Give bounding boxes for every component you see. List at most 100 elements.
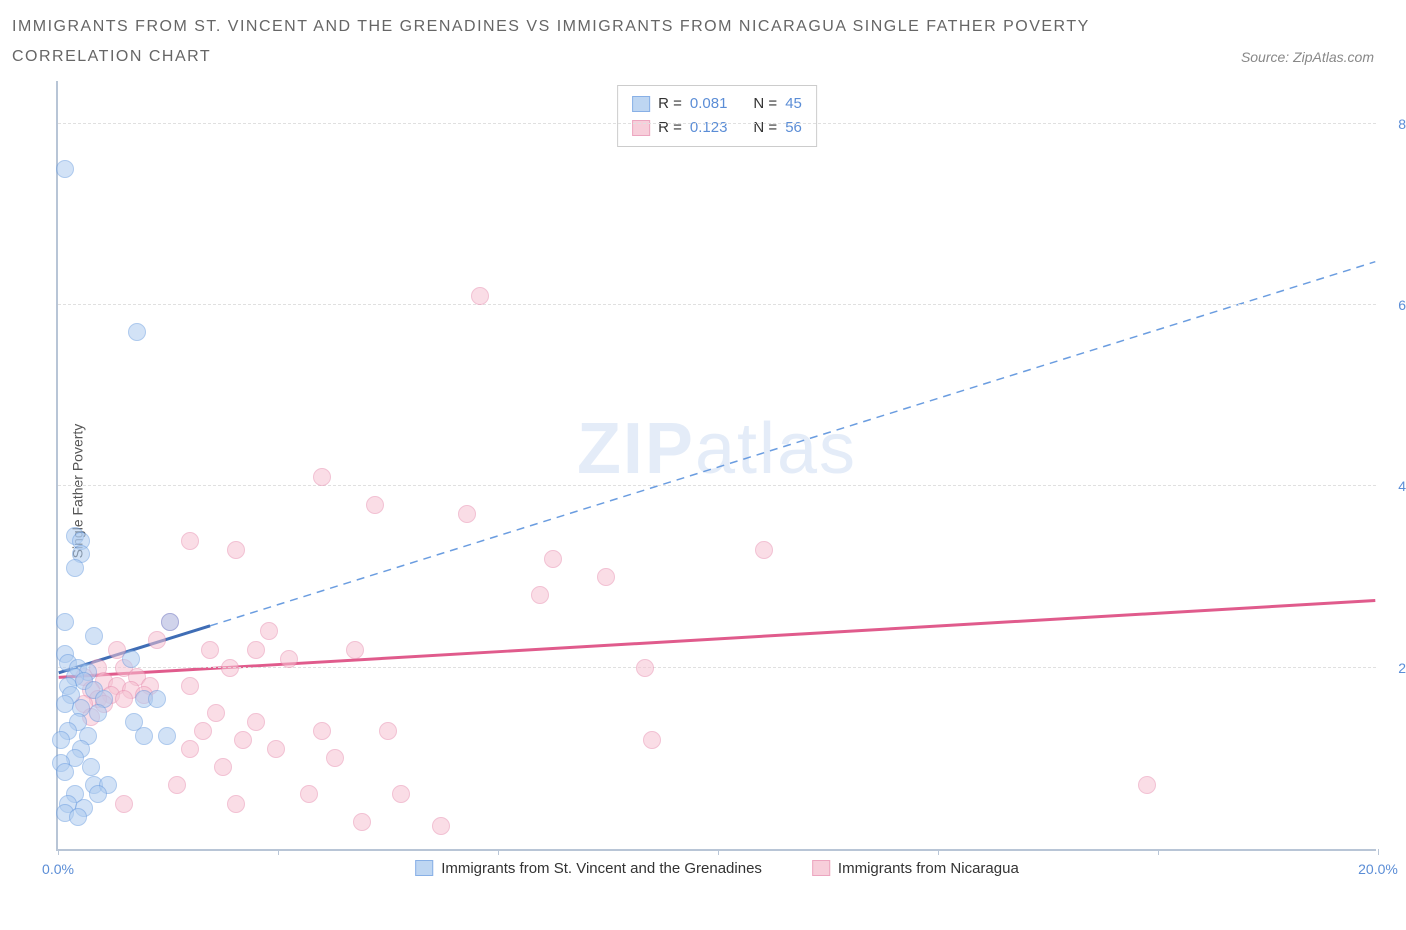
data-point bbox=[458, 505, 476, 523]
trend-lines-svg bbox=[58, 81, 1376, 849]
gridline bbox=[58, 485, 1376, 486]
data-point bbox=[181, 677, 199, 695]
data-point bbox=[56, 695, 74, 713]
data-point bbox=[260, 622, 278, 640]
stat-R-value: 0.081 bbox=[690, 92, 728, 116]
data-point bbox=[115, 690, 133, 708]
data-point bbox=[267, 740, 285, 758]
stat-R-value: 0.123 bbox=[690, 116, 728, 140]
data-point bbox=[313, 722, 331, 740]
x-tick-mark bbox=[718, 849, 719, 855]
data-point bbox=[432, 817, 450, 835]
trend-line bbox=[59, 600, 1376, 677]
x-tick-mark bbox=[498, 849, 499, 855]
data-point bbox=[148, 690, 166, 708]
stat-N-value: 56 bbox=[785, 116, 802, 140]
legend-swatch bbox=[415, 860, 433, 876]
data-point bbox=[755, 541, 773, 559]
data-point bbox=[181, 532, 199, 550]
data-point bbox=[366, 496, 384, 514]
data-point bbox=[122, 650, 140, 668]
watermark-bold: ZIP bbox=[577, 409, 695, 489]
gridline bbox=[58, 667, 1376, 668]
data-point bbox=[234, 731, 252, 749]
data-point bbox=[135, 727, 153, 745]
data-point bbox=[89, 704, 107, 722]
x-tick-mark bbox=[938, 849, 939, 855]
y-tick-label: 80.0% bbox=[1398, 116, 1406, 132]
data-point bbox=[128, 323, 146, 341]
title-line-2: CORRELATION CHART bbox=[12, 42, 1090, 72]
legend-series-item: Immigrants from Nicaragua bbox=[812, 860, 1019, 877]
legend-series: Immigrants from St. Vincent and the Gren… bbox=[415, 860, 1019, 877]
data-point bbox=[1138, 776, 1156, 794]
watermark: ZIPatlas bbox=[577, 408, 857, 490]
data-point bbox=[181, 740, 199, 758]
data-point bbox=[247, 713, 265, 731]
legend-stats-box: R = 0.081 N = 45R = 0.123 N = 56 bbox=[617, 85, 817, 147]
stat-R-label: R = bbox=[658, 92, 682, 116]
stat-N-value: 45 bbox=[785, 92, 802, 116]
data-point bbox=[66, 559, 84, 577]
legend-stat-row: R =0.081N =45 bbox=[632, 92, 802, 116]
chart-container: Single Father Poverty ZIPatlas R =0.081N… bbox=[12, 81, 1392, 901]
data-point bbox=[227, 795, 245, 813]
data-point bbox=[346, 641, 364, 659]
y-tick-label: 60.0% bbox=[1398, 297, 1406, 313]
data-point bbox=[194, 722, 212, 740]
data-point bbox=[471, 287, 489, 305]
data-point bbox=[643, 731, 661, 749]
data-point bbox=[379, 722, 397, 740]
data-point bbox=[326, 749, 344, 767]
x-tick-label: 0.0% bbox=[42, 861, 74, 877]
data-point bbox=[115, 795, 133, 813]
data-point bbox=[168, 776, 186, 794]
gridline bbox=[58, 304, 1376, 305]
data-point bbox=[148, 631, 166, 649]
data-point bbox=[56, 613, 74, 631]
chart-header: IMMIGRANTS FROM ST. VINCENT AND THE GREN… bbox=[12, 12, 1394, 73]
data-point bbox=[201, 641, 219, 659]
data-point bbox=[636, 659, 654, 677]
data-point bbox=[85, 627, 103, 645]
watermark-rest: atlas bbox=[695, 409, 857, 489]
data-point bbox=[544, 550, 562, 568]
data-point bbox=[353, 813, 371, 831]
trend-line-dashed bbox=[210, 261, 1375, 625]
data-point bbox=[300, 785, 318, 803]
title-block: IMMIGRANTS FROM ST. VINCENT AND THE GREN… bbox=[12, 12, 1090, 73]
title-line-1: IMMIGRANTS FROM ST. VINCENT AND THE GREN… bbox=[12, 12, 1090, 42]
data-point bbox=[56, 763, 74, 781]
data-point bbox=[392, 785, 410, 803]
plot-area: ZIPatlas R =0.081N =45R =0.123N =56 Immi… bbox=[56, 81, 1376, 851]
data-point bbox=[158, 727, 176, 745]
data-point bbox=[161, 613, 179, 631]
legend-series-label: Immigrants from St. Vincent and the Gren… bbox=[441, 860, 762, 877]
x-tick-mark bbox=[1378, 849, 1379, 855]
legend-series-item: Immigrants from St. Vincent and the Gren… bbox=[415, 860, 762, 877]
data-point bbox=[52, 731, 70, 749]
legend-swatch bbox=[812, 860, 830, 876]
data-point bbox=[313, 468, 331, 486]
data-point bbox=[69, 808, 87, 826]
data-point bbox=[221, 659, 239, 677]
y-tick-label: 20.0% bbox=[1398, 660, 1406, 676]
data-point bbox=[280, 650, 298, 668]
gridline bbox=[58, 123, 1376, 124]
y-tick-label: 40.0% bbox=[1398, 478, 1406, 494]
data-point bbox=[247, 641, 265, 659]
stat-N-label: N = bbox=[753, 116, 777, 140]
data-point bbox=[597, 568, 615, 586]
x-tick-mark bbox=[58, 849, 59, 855]
data-point bbox=[207, 704, 225, 722]
data-point bbox=[214, 758, 232, 776]
legend-swatch bbox=[632, 96, 650, 112]
data-point bbox=[56, 160, 74, 178]
x-tick-label: 20.0% bbox=[1358, 861, 1398, 877]
data-point bbox=[89, 785, 107, 803]
legend-stat-row: R = 0.123 N = 56 bbox=[632, 116, 802, 140]
x-tick-mark bbox=[1158, 849, 1159, 855]
stat-R-label: R = bbox=[658, 116, 682, 140]
x-tick-mark bbox=[278, 849, 279, 855]
source-attribution: Source: ZipAtlas.com bbox=[1241, 49, 1374, 65]
